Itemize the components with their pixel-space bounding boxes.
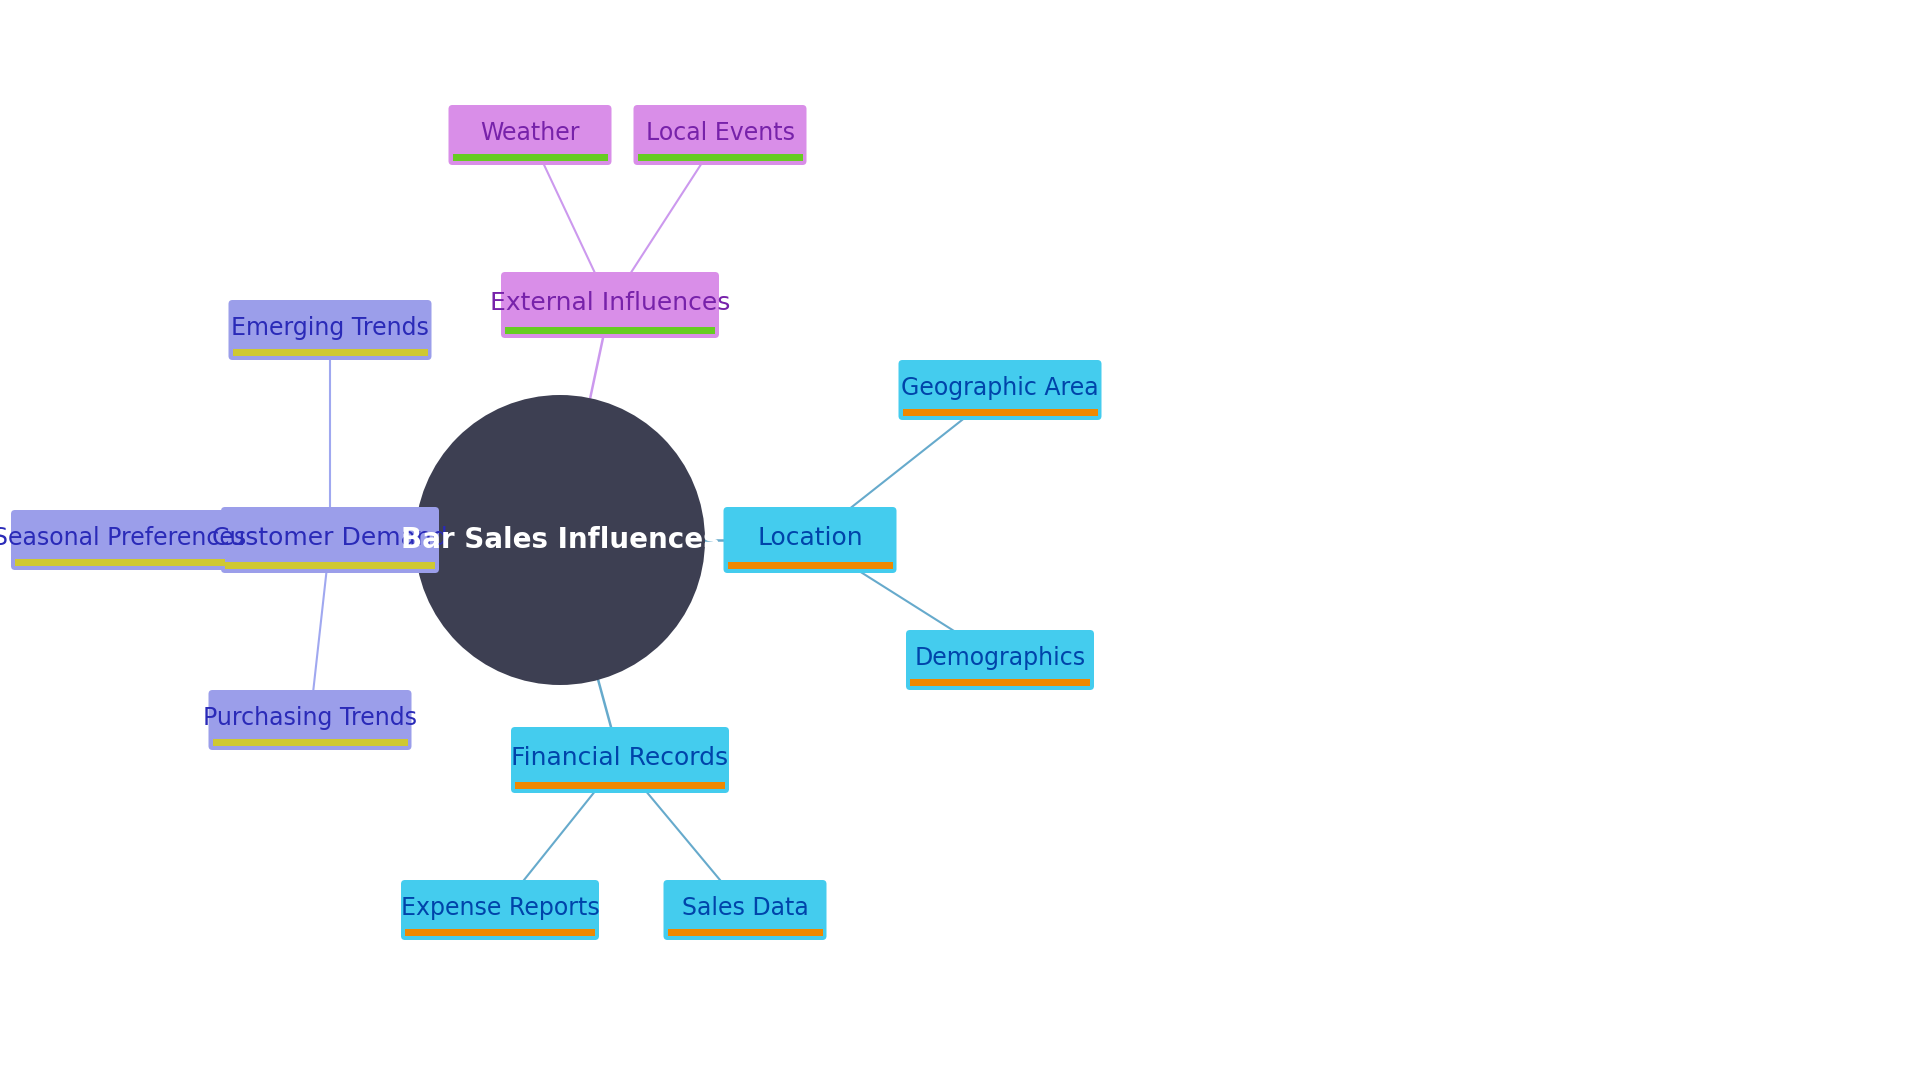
FancyBboxPatch shape	[724, 507, 897, 573]
Text: Customer Demand: Customer Demand	[213, 526, 447, 550]
Bar	[515, 782, 726, 789]
Text: Emerging Trends: Emerging Trends	[230, 316, 428, 340]
Text: External Influences: External Influences	[490, 291, 730, 315]
Bar	[213, 739, 407, 746]
FancyBboxPatch shape	[449, 105, 611, 165]
FancyBboxPatch shape	[511, 727, 730, 793]
Bar	[668, 929, 822, 936]
FancyBboxPatch shape	[401, 880, 599, 940]
Bar	[505, 327, 714, 334]
Text: Expense Reports: Expense Reports	[401, 896, 599, 920]
FancyBboxPatch shape	[209, 690, 411, 750]
Bar	[225, 562, 436, 569]
Bar	[637, 154, 803, 161]
Circle shape	[415, 395, 705, 685]
FancyBboxPatch shape	[906, 630, 1094, 690]
Text: Local Events: Local Events	[645, 121, 795, 145]
Text: Location: Location	[756, 526, 862, 550]
FancyBboxPatch shape	[221, 507, 440, 573]
FancyBboxPatch shape	[634, 105, 806, 165]
FancyBboxPatch shape	[664, 880, 826, 940]
Bar	[728, 562, 893, 569]
Bar	[902, 409, 1098, 416]
Text: Geographic Area: Geographic Area	[900, 376, 1098, 400]
Bar	[910, 679, 1091, 686]
Bar	[232, 349, 428, 356]
Text: Purchasing Trends: Purchasing Trends	[204, 706, 417, 730]
Bar	[453, 154, 607, 161]
Bar	[15, 559, 225, 566]
Text: Sales Data: Sales Data	[682, 896, 808, 920]
FancyBboxPatch shape	[501, 272, 718, 338]
Bar	[405, 929, 595, 936]
FancyBboxPatch shape	[228, 300, 432, 360]
Text: Bar Sales Influences: Bar Sales Influences	[401, 526, 720, 554]
Text: Seasonal Preferences: Seasonal Preferences	[0, 526, 246, 550]
Text: Financial Records: Financial Records	[511, 746, 728, 770]
FancyBboxPatch shape	[12, 510, 228, 570]
Text: Weather: Weather	[480, 121, 580, 145]
FancyBboxPatch shape	[899, 360, 1102, 420]
Text: Demographics: Demographics	[914, 646, 1085, 670]
